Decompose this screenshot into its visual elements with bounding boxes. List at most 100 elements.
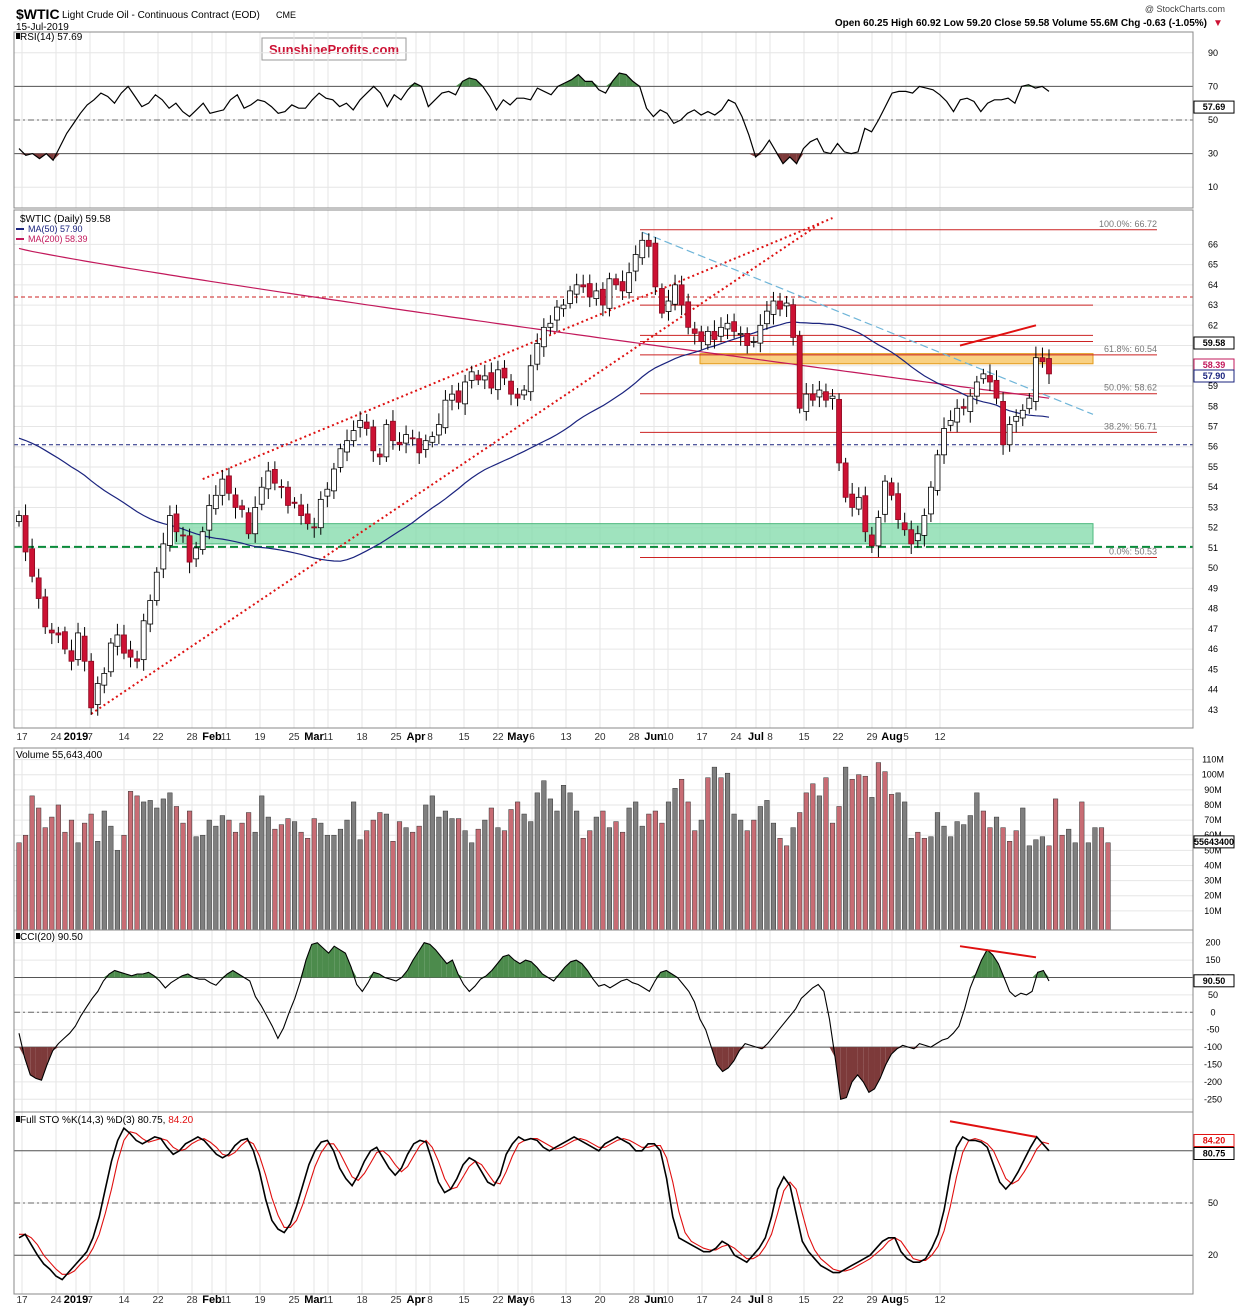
volume-bar bbox=[232, 831, 239, 931]
volume-bar bbox=[869, 797, 875, 931]
candle-up bbox=[107, 642, 114, 673]
volume-bar bbox=[1007, 841, 1013, 931]
volume-bar bbox=[278, 824, 284, 931]
volume-bar bbox=[508, 809, 514, 931]
candle-up bbox=[554, 306, 560, 321]
rsi-tick-label: 30 bbox=[1208, 149, 1218, 159]
candle-down bbox=[173, 513, 180, 533]
volume-bar bbox=[1098, 827, 1105, 931]
cci-negative-fill bbox=[874, 1047, 881, 1089]
volume-bar bbox=[803, 792, 809, 931]
cci-positive-fill bbox=[497, 956, 504, 978]
volume-bar bbox=[790, 827, 796, 931]
volume-bar bbox=[42, 827, 48, 931]
candle-down bbox=[678, 284, 685, 306]
rsi-panel-frame bbox=[13, 31, 1194, 209]
cci-negative-fill bbox=[30, 1047, 36, 1079]
volume-bar bbox=[311, 818, 317, 931]
volume-bar bbox=[993, 816, 1000, 931]
candle-down bbox=[311, 526, 318, 529]
candle-up bbox=[882, 480, 888, 515]
candle-up bbox=[252, 507, 259, 535]
volume-bar bbox=[154, 807, 160, 931]
volume-bar bbox=[396, 821, 403, 931]
candle-down bbox=[1046, 358, 1052, 375]
candle-up bbox=[1032, 357, 1039, 402]
volume-bar bbox=[206, 819, 212, 931]
cci-negative-fill bbox=[41, 1047, 48, 1081]
candle-down bbox=[744, 333, 751, 346]
cci-positive-fill bbox=[339, 949, 346, 978]
date-tick-label: Jun bbox=[644, 731, 664, 743]
date-tick-label: 6 bbox=[529, 732, 535, 743]
candle-down bbox=[1000, 401, 1006, 446]
volume-bar bbox=[633, 801, 639, 931]
price-tick-label: 54 bbox=[1208, 482, 1218, 492]
date-tick-label: 11 bbox=[221, 732, 232, 743]
candle-up bbox=[757, 324, 764, 344]
rsi-overbought-fill bbox=[626, 74, 633, 87]
volume-tick-label: 40M bbox=[1204, 860, 1222, 870]
date-tick-label: 28 bbox=[628, 1295, 640, 1306]
price-tick-label: 65 bbox=[1208, 260, 1218, 270]
candle-up bbox=[527, 365, 534, 393]
declining-resistance-line bbox=[642, 231, 1094, 415]
cci-panel-frame bbox=[13, 929, 1194, 1113]
change-down-icon: ▼ bbox=[1213, 18, 1223, 29]
cci-tick-label: -250 bbox=[1204, 1094, 1222, 1104]
volume-bar bbox=[934, 812, 941, 931]
volume-bar bbox=[600, 810, 606, 931]
rsi-overbought-fill bbox=[564, 79, 572, 87]
candle-down bbox=[790, 304, 797, 338]
price-last-value: 57.90 bbox=[1203, 371, 1226, 381]
volume-bar bbox=[921, 837, 927, 931]
cci-positive-fill bbox=[570, 960, 577, 978]
cci-positive-fill bbox=[367, 972, 374, 978]
volume-bar bbox=[403, 827, 409, 931]
candle-down bbox=[291, 501, 298, 504]
volume-bar bbox=[987, 827, 993, 931]
rsi-tick-label: 70 bbox=[1208, 81, 1218, 91]
fibonacci-label: 38.2%: 56.71 bbox=[1104, 421, 1157, 431]
volume-bar bbox=[318, 822, 324, 931]
volume-bar bbox=[941, 825, 947, 931]
volume-bar bbox=[324, 834, 330, 931]
candle-down bbox=[35, 577, 42, 599]
volume-bar bbox=[541, 780, 547, 931]
volume-bar bbox=[797, 812, 803, 931]
candle-up bbox=[573, 284, 580, 295]
date-tick-label: Aug bbox=[881, 731, 902, 743]
candle-up bbox=[704, 330, 711, 346]
volume-bar bbox=[219, 815, 225, 931]
cci-negative-fill bbox=[716, 1047, 723, 1072]
sto-last-value-k: 80.75 bbox=[1203, 1148, 1226, 1158]
candle-up bbox=[462, 381, 469, 405]
candle-down bbox=[271, 469, 278, 484]
candle-up bbox=[337, 448, 344, 468]
date-tick-label: 25 bbox=[390, 1295, 402, 1306]
date-tick-label: Jul bbox=[748, 731, 764, 743]
candle-up bbox=[560, 304, 567, 310]
volume-title: Volume 55,643,400 bbox=[16, 750, 103, 761]
date-tick-label: 28 bbox=[628, 732, 640, 743]
volume-bar bbox=[698, 819, 704, 931]
cci-tick-label: -100 bbox=[1204, 1042, 1222, 1052]
cci-tick-label: 200 bbox=[1205, 938, 1220, 948]
volume-bar bbox=[305, 837, 311, 931]
cci-tick-label: 150 bbox=[1205, 955, 1220, 965]
candle-down bbox=[619, 281, 626, 292]
candle-down bbox=[731, 321, 737, 332]
volume-bar bbox=[1053, 798, 1059, 931]
date-tick-label: 10 bbox=[662, 1295, 674, 1306]
volume-tick-label: 30M bbox=[1204, 876, 1222, 886]
candle-down bbox=[298, 504, 305, 516]
volume-last-value-box bbox=[1193, 835, 1235, 849]
volume-bar bbox=[114, 850, 120, 931]
volume-bar bbox=[1092, 827, 1098, 931]
candle-down bbox=[285, 486, 291, 506]
fibonacci-label: 100.0%: 66.72 bbox=[1099, 219, 1157, 229]
sto-last-value-d: 84.20 bbox=[1203, 1135, 1226, 1145]
cci-positive-fill bbox=[351, 967, 357, 978]
copyright-label: @ StockCharts.com bbox=[1145, 4, 1225, 14]
date-tick-label: 17 bbox=[696, 1295, 708, 1306]
